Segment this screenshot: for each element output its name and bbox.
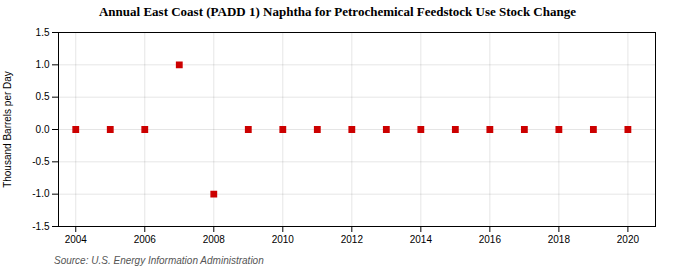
svg-text:-1.0: -1.0 [32, 188, 50, 199]
svg-text:-0.5: -0.5 [32, 156, 50, 167]
svg-text:2012: 2012 [341, 234, 364, 245]
svg-text:1.5: 1.5 [36, 27, 50, 38]
svg-text:0.0: 0.0 [36, 124, 50, 135]
svg-text:2018: 2018 [548, 234, 571, 245]
svg-text:2010: 2010 [272, 234, 295, 245]
svg-text:0.5: 0.5 [36, 91, 50, 102]
svg-text:1.0: 1.0 [36, 59, 50, 70]
html-text:Annual East Coast (PADD 1) Nap: Annual East Coast (PADD 1) Naphtha for P… [99, 4, 576, 19]
svg-text:2020: 2020 [617, 234, 640, 245]
svg-text:2004: 2004 [65, 234, 88, 245]
svg-text:2008: 2008 [203, 234, 226, 245]
html-text:Source: U.S. Energy Informatio: Source: U.S. Energy Information Administ… [54, 255, 264, 266]
svg-text:2014: 2014 [410, 234, 433, 245]
svg-text:-1.5: -1.5 [32, 221, 50, 232]
svg-text:Thousand Barrels per Day: Thousand Barrels per Day [2, 71, 13, 188]
svg-text:2016: 2016 [479, 234, 502, 245]
svg-text:2006: 2006 [134, 234, 157, 245]
